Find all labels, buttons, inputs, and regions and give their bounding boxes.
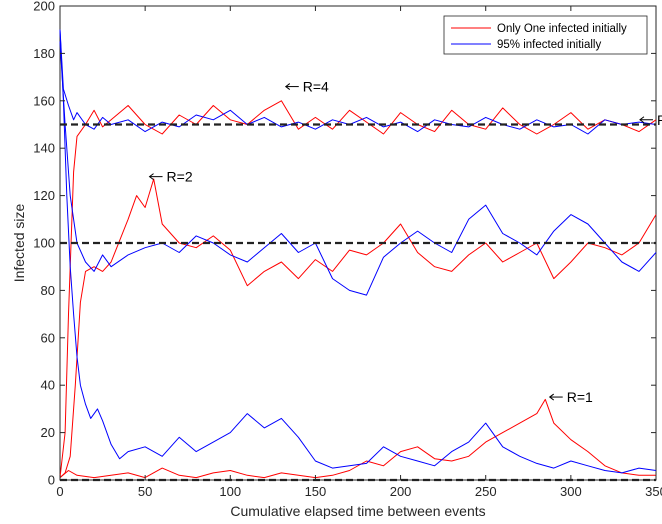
- annotation-label: R=4: [303, 79, 329, 95]
- x-tick-label: 300: [560, 484, 582, 499]
- y-tick-label: 140: [33, 141, 55, 156]
- series-line-R1-red: [59, 398, 656, 479]
- x-tick-label: 0: [56, 484, 63, 499]
- series-line-R1-blue: [59, 29, 657, 474]
- reference-lines: [60, 123, 656, 482]
- x-tick-label: 100: [219, 484, 241, 499]
- annotation-r4: R=4: [284, 79, 329, 95]
- annotation-arrowhead: [548, 393, 555, 401]
- x-tick-label: 350: [645, 484, 662, 499]
- legend-label-blue: 95% infected initially: [497, 39, 601, 51]
- x-tick-label: 150: [305, 484, 327, 499]
- annotation-label: R=1: [567, 389, 593, 405]
- axis-ticks: 0 50 100 150 200 250 300 350 0 20 40 60 80 100 120 140 1…: [33, 0, 662, 499]
- x-tick-label: 50: [138, 484, 152, 499]
- legend-box: [443, 15, 648, 55]
- y-tick-label: 0: [48, 473, 55, 488]
- y-axis-label: Infected size: [11, 203, 27, 282]
- y-tick-label: 20: [41, 425, 55, 440]
- y-tick-label: 180: [33, 46, 55, 61]
- x-tick-label: 200: [390, 484, 412, 499]
- y-tick-label: 200: [33, 0, 55, 14]
- annotation-r1: R=1: [548, 389, 593, 405]
- x-axis-label: Cumulative elapsed time between events: [230, 503, 485, 519]
- annotation-r2: R=2: [148, 169, 193, 185]
- annotation-arrowhead: [148, 173, 154, 181]
- annotation-label: R=2: [167, 169, 193, 185]
- annotations: R=4 R=2 R=1 R=8: [148, 79, 662, 405]
- annotation-arrowhead: [284, 83, 291, 90]
- y-tick-label: 60: [41, 330, 55, 345]
- legend: Only One infected initially 95% infected…: [443, 15, 648, 55]
- annotation-r8: R=8: [639, 112, 662, 128]
- annotation-arrowhead: [639, 116, 645, 124]
- y-tick-label: 100: [33, 236, 55, 251]
- x-tick-label: 250: [475, 484, 497, 499]
- y-tick-label: 40: [41, 378, 55, 393]
- annotation-label: R=8: [657, 112, 662, 128]
- y-tick-label: 160: [33, 93, 55, 108]
- y-tick-label: 80: [41, 283, 55, 298]
- series-line-R4-blue: [59, 29, 657, 135]
- legend-label-red: Only One infected initially: [497, 23, 627, 35]
- y-tick-label: 120: [33, 188, 55, 203]
- series-layer: [59, 29, 657, 479]
